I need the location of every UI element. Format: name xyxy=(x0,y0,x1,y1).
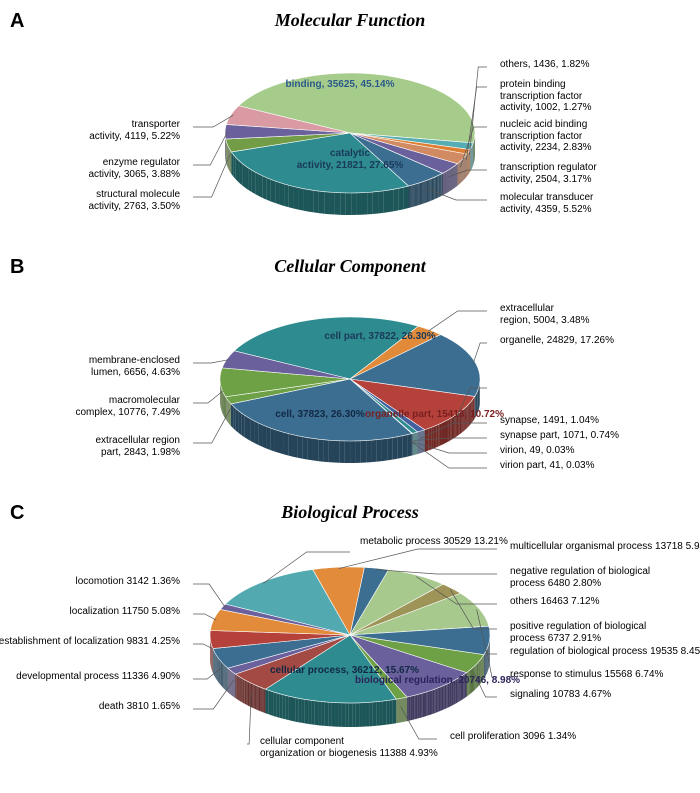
slice-label: multicellular organismal process 13718 5… xyxy=(510,541,700,553)
slice-label: organelle, 24829, 17.26% xyxy=(500,335,614,347)
slice-label: biological regulation, 20746, 8.98% xyxy=(355,675,475,687)
panel-b: BCellular Componentcell part, 37822, 26.… xyxy=(10,256,690,494)
slice-label: positive regulation of biologicalprocess… xyxy=(510,621,646,644)
slice-label: virion part, 41, 0.03% xyxy=(500,460,595,472)
slice-label: localization 11750 5.08% xyxy=(70,606,180,618)
slice-label: synapse, 1491, 1.04% xyxy=(500,415,599,427)
slice-label: virion, 49, 0.03% xyxy=(500,445,575,457)
slice-label: enzyme regulatoractivity, 3065, 3.88% xyxy=(88,157,180,180)
slice-label: cellular componentorganization or biogen… xyxy=(260,736,438,759)
chart-b: cell part, 37822, 26.30% extracellularreg… xyxy=(10,279,690,494)
slice-label: others 16463 7.12% xyxy=(510,596,600,608)
slice-label: developmental process 11336 4.90% xyxy=(16,671,180,683)
slice-label: regulation of biological process 19535 8… xyxy=(510,646,700,658)
slice-label: protein bindingtranscription factoractiv… xyxy=(500,79,592,114)
slice-label: molecular transduceractivity, 4359, 5.52… xyxy=(500,192,593,215)
slice-label: cell part, 37822, 26.30% xyxy=(320,331,440,343)
slice-label: cellular process, 36212, 15.67% xyxy=(270,665,390,677)
slice-label: structural moleculeactivity, 2763, 3.50% xyxy=(88,189,180,212)
slice-label: cell proliferation 3096 1.34% xyxy=(450,731,576,743)
slice-label: nucleic acid bindingtranscription factor… xyxy=(500,119,592,154)
slice-label: extracellularregion, 5004, 3.48% xyxy=(500,303,590,326)
slice-label: cell, 37823, 26.30% xyxy=(260,409,380,421)
slice-label: others, 1436, 1.82% xyxy=(500,59,590,71)
slice-label: catalyticactivity, 21821, 27.65% xyxy=(290,148,410,171)
panel-letter: B xyxy=(10,256,24,279)
slice-label: response to stimulus 15568 6.74% xyxy=(510,669,663,681)
slice-label: binding, 35625, 45.14% xyxy=(280,79,400,91)
slice-label: organelle part, 15413, 10.72% xyxy=(365,409,485,421)
slice-label: macromolecularcomplex, 10776, 7.49% xyxy=(75,395,180,418)
slice-label: membrane-enclosedlumen, 6656, 4.63% xyxy=(89,355,180,378)
panel-letter: C xyxy=(10,502,24,525)
panel-a: AMolecular Functionbinding, 35625, 45.14… xyxy=(10,10,690,248)
slice-label: establishment of localization 9831 4.25% xyxy=(0,636,180,648)
panel-letter: A xyxy=(10,10,24,33)
slice-label: signaling 10783 4.67% xyxy=(510,689,611,701)
panel-title: Molecular Function xyxy=(10,10,690,31)
slice-label: transcription regulatoractivity, 2504, 3… xyxy=(500,162,597,185)
slice-label: death 3810 1.65% xyxy=(99,701,180,713)
slice-label: negative regulation of biologicalprocess… xyxy=(510,566,650,589)
slice-label: transporteractivity, 4119, 5.22% xyxy=(89,119,180,142)
panel-title: Cellular Component xyxy=(10,256,690,277)
slice-label: locomotion 3142 1.36% xyxy=(75,576,180,588)
chart-a: binding, 35625, 45.14% others, 1436, 1.82… xyxy=(10,33,690,248)
panel-c: CBiological Processmetabolic process 305… xyxy=(10,502,690,775)
panel-title: Biological Process xyxy=(10,502,690,523)
chart-c: metabolic process 30529 13.21%multicellu… xyxy=(10,525,690,775)
slice-label: synapse part, 1071, 0.74% xyxy=(500,430,619,442)
slice-label: metabolic process 30529 13.21% xyxy=(360,536,508,548)
slice-label: extracellular regionpart, 2843, 1.98% xyxy=(96,435,181,458)
